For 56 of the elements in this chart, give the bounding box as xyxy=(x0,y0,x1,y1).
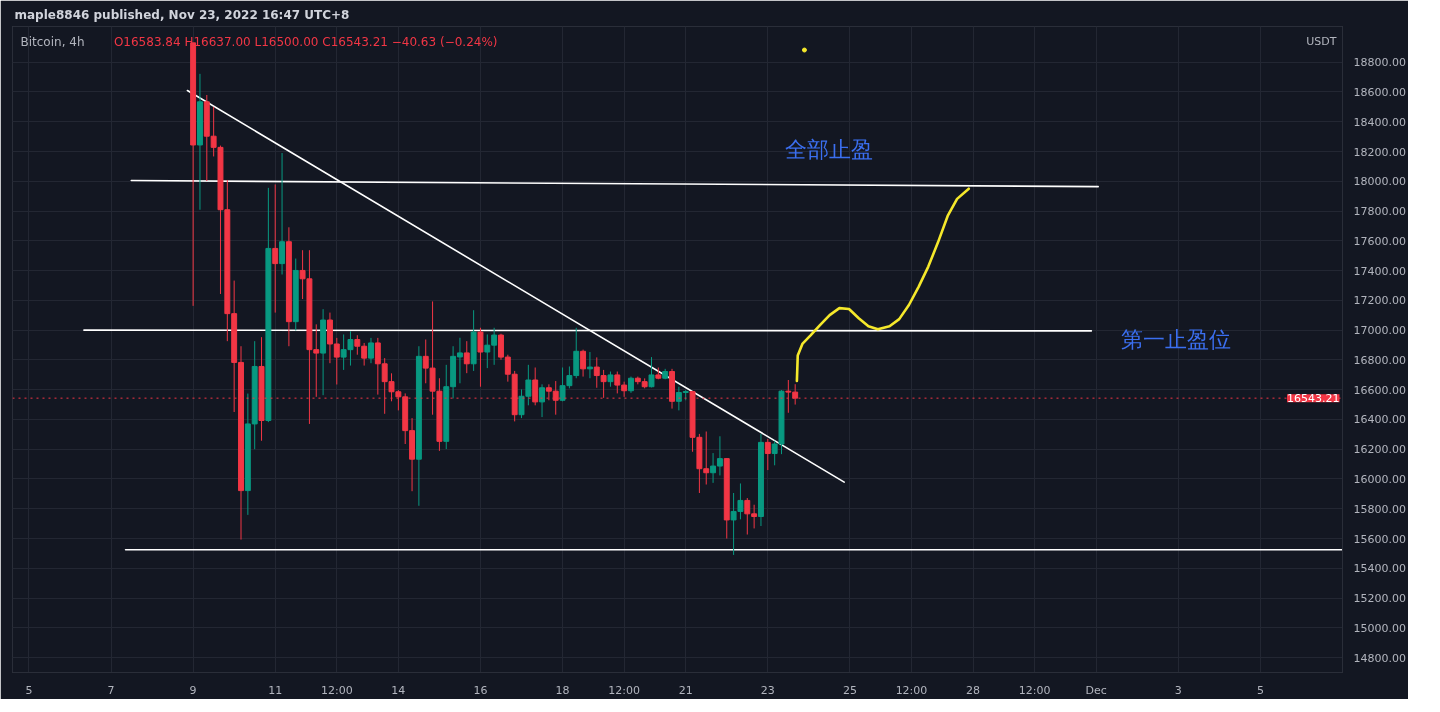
candlestick xyxy=(539,383,545,418)
annotation: 第一止盈位 xyxy=(1121,326,1232,352)
y-tick-label: 16800.00 xyxy=(1353,353,1406,367)
candlestick xyxy=(648,356,655,388)
y-tick-label: 18000.00 xyxy=(1353,175,1406,189)
y-tick-label: 18200.00 xyxy=(1353,145,1406,159)
y-tick-label: 17400.00 xyxy=(1353,264,1406,278)
x-tick-label: 7 xyxy=(107,683,115,697)
y-tick-label: 18800.00 xyxy=(1353,56,1406,70)
y-tick-label: 16400.00 xyxy=(1353,413,1406,427)
y-tick-label: 17200.00 xyxy=(1353,294,1406,308)
y-tick-label: 17600.00 xyxy=(1353,234,1406,248)
x-tick-label: 16 xyxy=(473,683,488,697)
y-tick-label: 18600.00 xyxy=(1353,85,1406,99)
y-tick-label: 14800.00 xyxy=(1353,651,1406,665)
x-tick-label: 18 xyxy=(555,683,570,697)
x-tick-label: 14 xyxy=(391,683,406,697)
x-tick-label: 21 xyxy=(678,683,693,697)
text: O16583.84 H16637.00 L16500.00 C16543.21 −40.63 (−0.24%) xyxy=(113,34,498,49)
y-tick-label: 16000.00 xyxy=(1353,473,1406,486)
ref-line-label: 16543.21 xyxy=(1287,392,1340,406)
x-tick-label: 12:00 xyxy=(1018,683,1051,697)
x-tick-label: 9 xyxy=(189,683,197,697)
y-tick-label: 15000.00 xyxy=(1353,621,1406,635)
x-tick-label: 5 xyxy=(25,683,33,697)
candlestick xyxy=(580,349,587,378)
y-tick-label: 15200.00 xyxy=(1353,592,1406,606)
candlestick xyxy=(368,337,374,364)
y-tick-label: 15400.00 xyxy=(1353,562,1406,576)
candlestick xyxy=(764,438,771,471)
candlestick xyxy=(279,152,286,275)
x-tick-label: 5 xyxy=(1256,683,1264,697)
y-tick-label: 15800.00 xyxy=(1353,502,1406,516)
x-tick-label: Dec xyxy=(1085,683,1107,697)
x-tick-label: 3 xyxy=(1174,683,1182,697)
candlestick xyxy=(463,340,470,374)
y-tick-label: 15600.00 xyxy=(1353,532,1406,546)
candlestick xyxy=(586,351,593,379)
y-tick-label: 17000.00 xyxy=(1353,324,1406,338)
x-tick-label: 11 xyxy=(268,683,283,697)
x-tick-label: 12:00 xyxy=(320,683,353,697)
y-tick-label: 17800.00 xyxy=(1353,205,1406,219)
x-tick-label: 23 xyxy=(760,683,775,697)
y-axis-title: USDT xyxy=(1306,34,1337,48)
annotation: 全部止盈 xyxy=(785,137,874,163)
text: Bitcoin, 4h xyxy=(20,34,85,49)
x-tick-label: 12:00 xyxy=(608,683,640,697)
x-tick-label: 28 xyxy=(966,683,981,697)
candlestick xyxy=(272,183,279,314)
y-tick-label: 18400.00 xyxy=(1353,115,1406,129)
x-tick-label: 12:00 xyxy=(895,683,928,697)
x-tick-label: 25 xyxy=(842,683,857,697)
text: maple8846 published, Nov 23, 2022 16:47 UTC+8 xyxy=(14,7,350,22)
candlestick xyxy=(477,327,484,388)
y-tick-label: 16200.00 xyxy=(1353,443,1406,457)
y-tick-label: 16600.00 xyxy=(1353,383,1406,397)
